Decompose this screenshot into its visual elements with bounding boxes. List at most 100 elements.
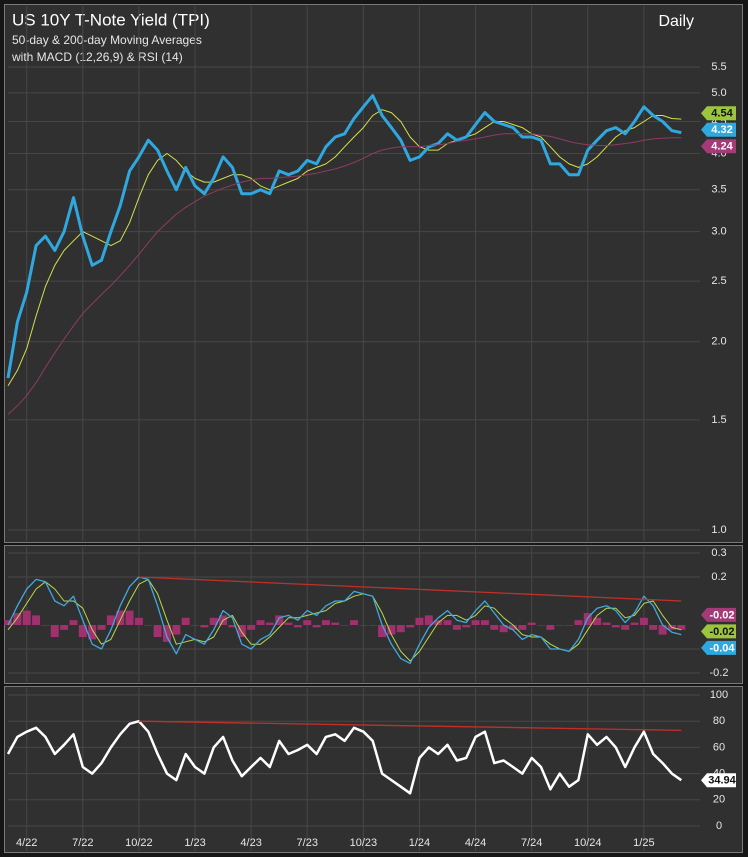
x-tick-label: 4/22 (16, 837, 37, 849)
x-tick-label: 4/23 (240, 837, 261, 849)
chart-subtitle: 50-day & 200-day Moving Averages (12, 33, 202, 47)
histogram-bar (658, 625, 667, 635)
histogram-bar (518, 625, 527, 630)
y-tick-label: 100 (710, 689, 728, 701)
value-tag (701, 773, 736, 788)
series-line (7, 133, 682, 415)
histogram-bar (200, 625, 209, 628)
value-tag (701, 640, 736, 655)
chart-title: US 10Y T-Note Yield (TPI) (12, 10, 210, 29)
histogram-bar (331, 622, 340, 625)
chart-subtitle: with MACD (12,26,9) & RSI (14) (11, 50, 183, 64)
histogram-bar (387, 625, 396, 635)
series-line (6, 94, 682, 379)
x-tick-label: 7/24 (521, 837, 542, 849)
rsi-panel (4, 686, 743, 853)
series-line (7, 576, 682, 665)
histogram-bar (321, 620, 330, 625)
value-tag (701, 122, 736, 137)
x-tick-label: 1/23 (184, 837, 205, 849)
histogram-bar (256, 620, 265, 625)
value-tag (701, 106, 736, 121)
trend-line (138, 720, 682, 732)
y-tick-label: 20 (713, 794, 725, 806)
value-tag-label: 4.32 (711, 124, 732, 136)
value-tag-label: -0.02 (709, 626, 734, 638)
y-tick-label: -0.2 (710, 667, 729, 679)
histogram-bar (639, 617, 648, 625)
histogram-bar (284, 622, 293, 625)
histogram-bar (593, 617, 602, 625)
histogram-bar (191, 625, 200, 626)
histogram-bar (41, 625, 50, 626)
series-line (7, 109, 682, 387)
x-tick-label: 10/22 (125, 837, 153, 849)
histogram-bar (490, 625, 499, 630)
histogram-bar (22, 610, 31, 625)
value-tag-label: 4.54 (711, 108, 733, 120)
histogram-bar (378, 625, 387, 637)
histogram-bar (415, 617, 424, 625)
value-tag-label: 4.24 (711, 141, 733, 153)
y-tick-label: 3.0 (711, 226, 726, 238)
histogram-bar (228, 625, 237, 628)
x-tick-label: 7/23 (297, 837, 318, 849)
histogram-bar (237, 625, 246, 637)
histogram-bar (508, 625, 517, 630)
value-tag (701, 139, 736, 154)
histogram-bar (471, 620, 480, 625)
histogram-bar (359, 625, 368, 626)
histogram-bar (499, 625, 508, 633)
histogram-bar (480, 620, 489, 625)
y-tick-label: 2.5 (711, 275, 726, 287)
histogram-bar (116, 610, 125, 625)
value-tag-label: -0.02 (709, 609, 734, 621)
y-tick-label: 5.0 (711, 87, 726, 99)
histogram-bar (106, 615, 115, 625)
histogram-bar (125, 610, 134, 625)
histogram-bar (97, 625, 106, 630)
y-tick-label: 3.5 (711, 184, 726, 196)
histogram-bar (443, 620, 452, 625)
histogram-bar (602, 622, 611, 625)
histogram-bar (4, 620, 12, 625)
x-tick-label: 1/24 (409, 837, 430, 849)
histogram-bar (574, 620, 583, 625)
y-tick-label: 60 (713, 741, 725, 753)
y-tick-label: 80 (713, 715, 725, 727)
histogram-bar (144, 625, 153, 626)
y-tick-label: 0 (716, 820, 722, 832)
histogram-bar (153, 625, 162, 637)
histogram-bar (630, 622, 639, 625)
histogram-bar (162, 625, 171, 642)
histogram-bar (13, 613, 22, 625)
histogram-bar (649, 625, 658, 630)
histogram-bar (134, 617, 143, 625)
histogram-bar (275, 615, 284, 625)
histogram-bar (677, 625, 686, 630)
histogram-bar (396, 625, 405, 633)
x-tick-label: 10/23 (350, 837, 378, 849)
price-panel (4, 4, 743, 543)
histogram-bar (565, 625, 574, 626)
histogram-bar (172, 625, 181, 635)
x-tick-label: 7/22 (72, 837, 93, 849)
value-tag-label: 34.94 (708, 775, 736, 787)
y-tick-label: 1.5 (711, 414, 726, 426)
histogram-bar (537, 625, 546, 626)
histogram-bar (60, 625, 69, 630)
histogram-bar (621, 625, 630, 630)
histogram-bar (293, 625, 302, 628)
x-tick-label: 1/25 (633, 837, 654, 849)
histogram-bar (303, 620, 312, 625)
histogram-bar (265, 622, 274, 625)
histogram-bar (181, 617, 190, 625)
histogram-bar (406, 625, 415, 628)
histogram-bar (546, 625, 555, 630)
histogram-bar (368, 625, 377, 626)
series-line (6, 719, 683, 795)
histogram-bar (452, 625, 461, 630)
histogram-bar (209, 617, 218, 625)
histogram-bar (527, 622, 536, 625)
